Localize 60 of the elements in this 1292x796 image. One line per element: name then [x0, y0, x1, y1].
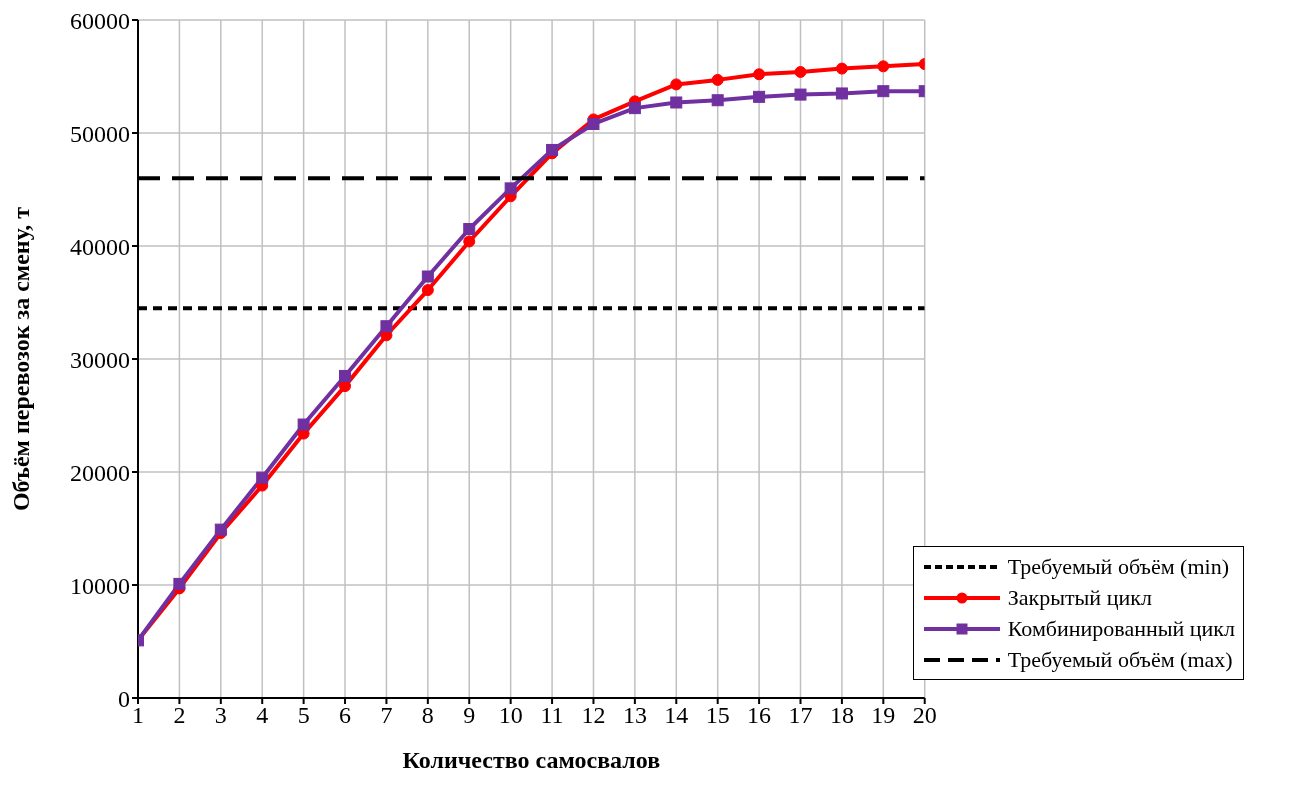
- point: [670, 96, 683, 109]
- point: [753, 90, 766, 103]
- point: [794, 65, 807, 78]
- x-tick-label: 2: [173, 702, 186, 729]
- x-tick-label: 1: [132, 702, 144, 729]
- point: [628, 102, 641, 115]
- point: [835, 87, 848, 100]
- legend-label: Комбинированный цикл: [1007, 615, 1235, 642]
- point: [463, 235, 476, 248]
- x-tick-label: 10: [498, 702, 523, 729]
- point: [380, 320, 393, 333]
- legend-label: Требуемый объём (max): [1007, 646, 1233, 673]
- legend-label: Закрытый цикл: [1007, 584, 1152, 611]
- x-tick-label: 18: [829, 702, 854, 729]
- x-tick-label: 5: [297, 702, 310, 729]
- y-tick-label: 40000: [70, 233, 130, 260]
- point: [463, 223, 476, 236]
- y-axis-title: Объём перевозок за смену, т: [7, 206, 34, 512]
- point: [339, 369, 352, 382]
- x-tick-label: 20: [912, 702, 937, 729]
- x-tick-label: 13: [622, 702, 647, 729]
- point: [877, 60, 890, 73]
- point: [835, 62, 848, 75]
- point: [794, 88, 807, 101]
- x-tick-label: 6: [339, 702, 352, 729]
- x-axis-title: Количество самосвалов: [402, 747, 661, 773]
- point: [214, 523, 227, 536]
- point: [173, 577, 186, 590]
- x-tick-label: 7: [380, 702, 393, 729]
- point: [753, 68, 766, 81]
- x-tick-label: 17: [788, 702, 813, 729]
- point: [546, 143, 559, 156]
- point: [670, 78, 683, 91]
- x-tick-label: 8: [421, 702, 434, 729]
- y-tick-label: 50000: [70, 120, 130, 147]
- y-tick-label: 20000: [70, 459, 130, 486]
- x-tick-label: 11: [540, 702, 564, 729]
- y-tick-label: 30000: [70, 346, 130, 373]
- x-tick-label: 3: [214, 702, 227, 729]
- y-tick-label: 10000: [70, 572, 130, 599]
- point: [256, 471, 269, 484]
- x-tick-label: 19: [871, 702, 896, 729]
- x-tick-label: 14: [664, 702, 689, 729]
- point: [504, 182, 517, 195]
- x-tick-label: 16: [747, 702, 772, 729]
- point: [297, 418, 310, 431]
- x-tick-label: 4: [256, 702, 269, 729]
- point: [877, 85, 890, 98]
- x-tick-label: 9: [463, 702, 476, 729]
- x-tick-label: 15: [705, 702, 730, 729]
- point: [421, 284, 434, 297]
- point: [421, 270, 434, 283]
- legend-label: Требуемый объём (min): [1007, 553, 1229, 580]
- point: [711, 73, 724, 86]
- x-tick-label: 12: [581, 702, 606, 729]
- y-tick-label: 60000: [70, 7, 130, 34]
- y-tick-label: 0: [118, 685, 130, 712]
- point: [339, 380, 352, 393]
- point: [587, 117, 600, 130]
- point: [711, 94, 724, 107]
